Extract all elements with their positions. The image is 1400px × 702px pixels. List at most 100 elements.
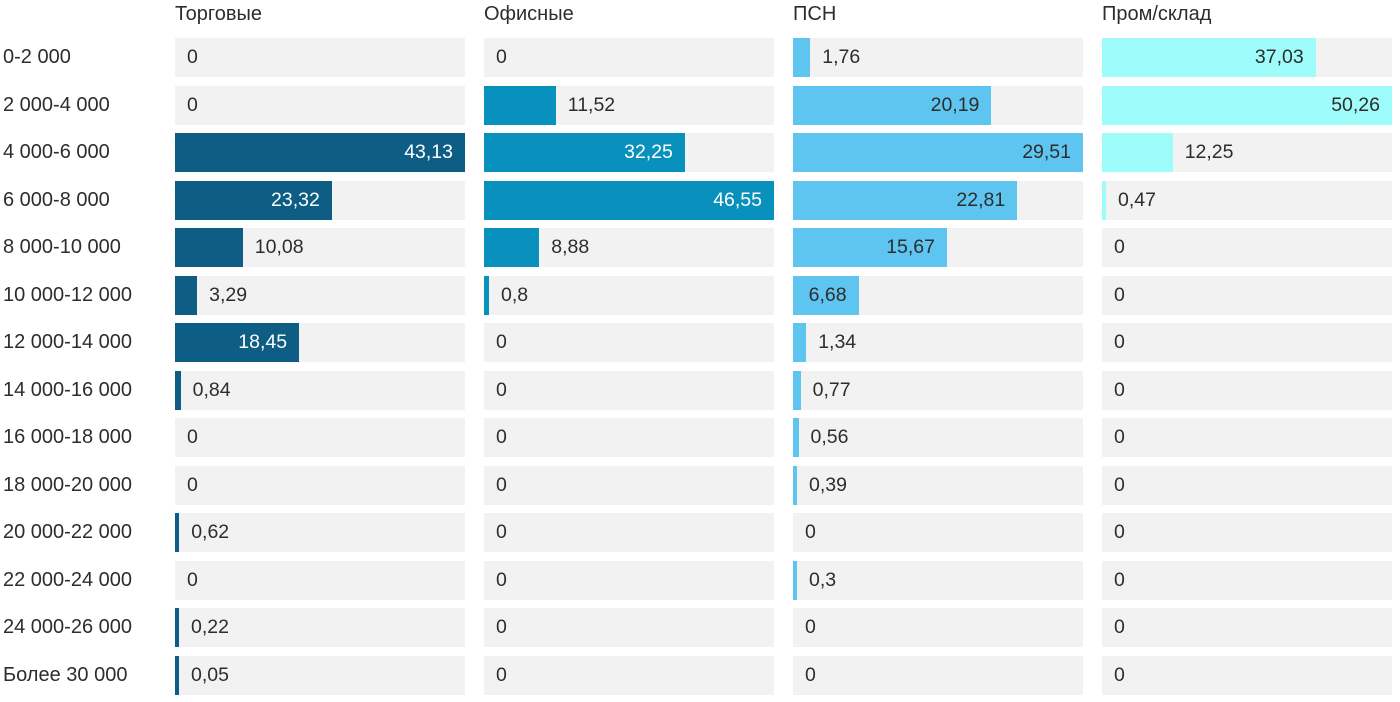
bar-value-label: 0	[1114, 616, 1125, 638]
column-header-psn: ПСН	[793, 3, 837, 25]
bar-track: 0,84	[175, 370, 465, 410]
bar-track: 0	[484, 370, 774, 410]
bar-track: 0	[175, 560, 465, 600]
bar-value-label: 20,19	[930, 93, 980, 116]
bar-value-label: 0	[496, 331, 507, 353]
chart-row: 24 000-26 000 0,22 0 0 0	[0, 608, 1400, 647]
bar-value-label: 0	[187, 568, 198, 591]
row-label: 18 000-20 000	[3, 473, 133, 496]
bar-track: 0	[484, 38, 774, 77]
bar	[793, 418, 799, 457]
bar-track: 20,19	[793, 85, 1083, 125]
bar-value-label: 8,88	[551, 236, 590, 258]
row-label: 8 000-10 000	[3, 236, 121, 258]
bar-track: 0	[484, 323, 774, 362]
bar-value-label: 15,67	[886, 236, 935, 258]
row-label: 4 000-6 000	[3, 141, 110, 163]
bar	[1102, 38, 1316, 77]
bar-track: 0	[793, 655, 1083, 695]
chart-row: 18 000-20 000 0 0 0,39 0	[0, 465, 1400, 505]
bar-value-label: 0	[496, 426, 507, 448]
bar-value-label: 0,3	[809, 568, 837, 591]
bar	[175, 513, 180, 552]
bar-track: 0,39	[793, 465, 1083, 505]
bar-track: 12,25	[1102, 133, 1392, 172]
bar-value-label: 0,62	[191, 521, 230, 543]
bar-value-label: 37,03	[1254, 46, 1304, 68]
bar	[175, 180, 332, 220]
bar-value-label: 0	[805, 616, 816, 638]
column-header-ofisnye: Офисные	[484, 3, 574, 25]
bar	[793, 38, 811, 77]
bar-track: 8,88	[484, 228, 774, 267]
bar-value-label: 0	[496, 473, 507, 496]
bar-track: 50,26	[1102, 85, 1392, 125]
row-label: 12 000-14 000	[3, 331, 133, 353]
bar-track: 0	[1102, 418, 1392, 457]
bar-track: 10,08	[175, 228, 465, 267]
bar-value-label: 1,76	[822, 46, 861, 68]
bar	[793, 465, 797, 505]
bar	[1102, 85, 1392, 125]
bar-value-label: 0	[1114, 378, 1125, 401]
chart-row: 10 000-12 000 3,29 0,8 6,68 0	[0, 275, 1400, 315]
row-label: 24 000-26 000	[3, 616, 133, 638]
bar-track: 11,52	[484, 85, 774, 125]
bar-value-label: 50,26	[1331, 93, 1380, 116]
bar	[175, 608, 179, 647]
bar	[793, 133, 1083, 172]
bar-value-label: 0,05	[191, 663, 229, 686]
chart-row: 4 000-6 000 43,13 32,25 29,51 12,25	[0, 133, 1400, 172]
bar-value-label: 0	[1114, 521, 1125, 543]
chart-row: Более 30 000 0,05 0 0 0	[0, 655, 1400, 695]
bar-value-label: 0	[1114, 663, 1125, 686]
bar	[175, 323, 300, 362]
bar-value-label: 0	[1114, 426, 1125, 448]
bar	[793, 228, 947, 267]
bar-track: 0	[484, 608, 774, 647]
chart-row: 14 000-16 000 0,84 0 0,77 0	[0, 370, 1400, 410]
bar-value-label: 11,52	[567, 93, 616, 116]
bar	[175, 370, 181, 410]
bar	[793, 370, 801, 410]
chart-row: 22 000-24 000 0 0 0,3 0	[0, 560, 1400, 600]
bar-track: 0	[175, 418, 465, 457]
bar-track: 46,55	[484, 180, 774, 220]
bar	[793, 275, 859, 315]
chart-row: 20 000-22 000 0,62 0 0 0	[0, 513, 1400, 552]
bar-track: 0,77	[793, 370, 1083, 410]
bar-value-label: 0,84	[192, 378, 231, 401]
bar-track: 0,47	[1102, 180, 1392, 220]
row-label: 20 000-22 000	[3, 521, 133, 543]
bar-track: 0	[484, 418, 774, 457]
bar-value-label: 0	[1114, 236, 1125, 258]
bar-track: 0	[484, 465, 774, 505]
column-header-torgovye: Торговые	[175, 3, 263, 25]
bar-track: 0	[484, 655, 774, 695]
row-label: 6 000-8 000	[3, 188, 110, 211]
bar-value-label: 0	[496, 378, 507, 401]
bar-value-label: 18,45	[238, 331, 288, 353]
bar-track: 3,29	[175, 275, 465, 315]
bar	[175, 275, 198, 315]
bar-value-label: 3,29	[209, 283, 248, 306]
bar-value-label: 0,77	[812, 378, 851, 401]
bar-value-label: 1,34	[818, 331, 857, 353]
bar-value-label: 0,39	[809, 473, 847, 496]
bar-track: 22,81	[793, 180, 1083, 220]
bar-value-label: 0	[805, 521, 816, 543]
column-header-prom-sklad: Пром/склад	[1102, 3, 1212, 25]
chart-row: 2 000-4 000 0 11,52 20,19 50,26	[0, 85, 1400, 125]
bar-track: 0	[1102, 560, 1392, 600]
bar-track: 0	[793, 608, 1083, 647]
bar-track: 0	[1102, 228, 1392, 267]
bar-value-label: 0	[496, 568, 507, 591]
bar-track: 0	[484, 513, 774, 552]
bar-value-label: 46,55	[713, 188, 762, 211]
bar-track: 1,76	[793, 38, 1083, 77]
bar	[793, 180, 1018, 220]
bar-track: 6,68	[793, 275, 1083, 315]
chart-row: 12 000-14 000 18,45 0 1,34 0	[0, 323, 1400, 362]
bar-value-label: 0	[496, 521, 507, 543]
bar-track: 0,56	[793, 418, 1083, 457]
